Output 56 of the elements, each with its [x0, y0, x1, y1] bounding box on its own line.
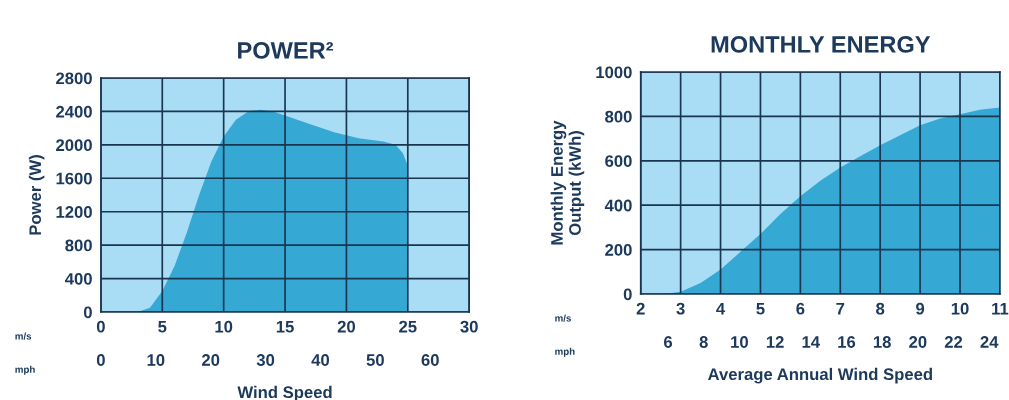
x-tick-label: 20 [337, 320, 356, 333]
y-tick-label: 600 [605, 155, 632, 167]
chart-title: POWER² [238, 42, 334, 59]
y-tick-label: 1200 [56, 206, 92, 218]
x-tick-label: 15 [276, 320, 294, 333]
x2-tick-label: 8 [699, 336, 708, 348]
x-tick-label: 6 [796, 302, 805, 315]
x-tick-label: 10 [951, 302, 969, 315]
x2-tick-label: 22 [944, 336, 963, 348]
text: m/s [15, 332, 32, 340]
x2-tick-label: 50 [366, 354, 384, 366]
text: m/s [555, 314, 571, 322]
y-tick-label: 2000 [56, 139, 92, 152]
y-tick-label: 400 [604, 199, 632, 212]
y-tick-label: 800 [65, 239, 92, 252]
y-tick-label: 400 [65, 272, 92, 285]
x2-tick-label: 16 [838, 336, 856, 348]
x-tick-label: 5 [756, 302, 765, 315]
y-tick-label: 2400 [56, 105, 92, 118]
x-axis-title: Average Annual Wind Speed [707, 367, 932, 384]
x2-tick-label: 10 [147, 354, 165, 366]
x2-tick-label: 0 [96, 354, 105, 366]
x2-tick-label: 12 [766, 336, 784, 348]
x2-tick-label: 60 [421, 354, 439, 366]
y-tick-label: 1600 [56, 172, 92, 185]
y-tick-label: 0 [623, 288, 632, 301]
x2-tick-label: 6 [663, 336, 673, 348]
x-tick-label: 2 [636, 302, 645, 315]
x2-tick-label: 20 [909, 336, 927, 348]
y-tick-label: 2800 [56, 72, 92, 85]
x2-tick-label: 30 [256, 354, 275, 366]
x-tick-label: 3 [676, 302, 685, 315]
x-tick-label: 8 [876, 302, 885, 315]
chart-title: MONTHLY ENERGY [711, 36, 931, 53]
x2-tick-label: 10 [731, 336, 748, 348]
x2-tick-label: 18 [873, 336, 891, 348]
y-axis-title: Power (W) [28, 155, 45, 235]
x-tick-label: 10 [215, 320, 233, 333]
x-tick-label: 9 [916, 302, 925, 315]
text: mph [555, 347, 575, 357]
y-tick-label: 1000 [596, 66, 632, 79]
x-tick-label: 11 [992, 302, 1009, 315]
x-tick-label: 5 [158, 320, 167, 333]
x2-tick-label: 40 [311, 354, 330, 366]
x2-tick-label: 14 [802, 336, 820, 348]
text: mph [15, 365, 35, 375]
y-tick-label: 200 [605, 244, 632, 256]
x-tick-label: 4 [716, 302, 726, 315]
x-tick-label: 0 [96, 320, 105, 333]
x2-tick-label: 24 [980, 336, 999, 348]
x-tick-label: 25 [399, 320, 417, 333]
x-tick-label: 7 [836, 302, 845, 315]
x2-tick-label: 20 [201, 354, 220, 366]
y-tick-label: 800 [605, 110, 632, 123]
y-axis-title: Monthly Energy Output (kWh) [550, 120, 585, 245]
x-tick-label: 30 [460, 320, 478, 333]
